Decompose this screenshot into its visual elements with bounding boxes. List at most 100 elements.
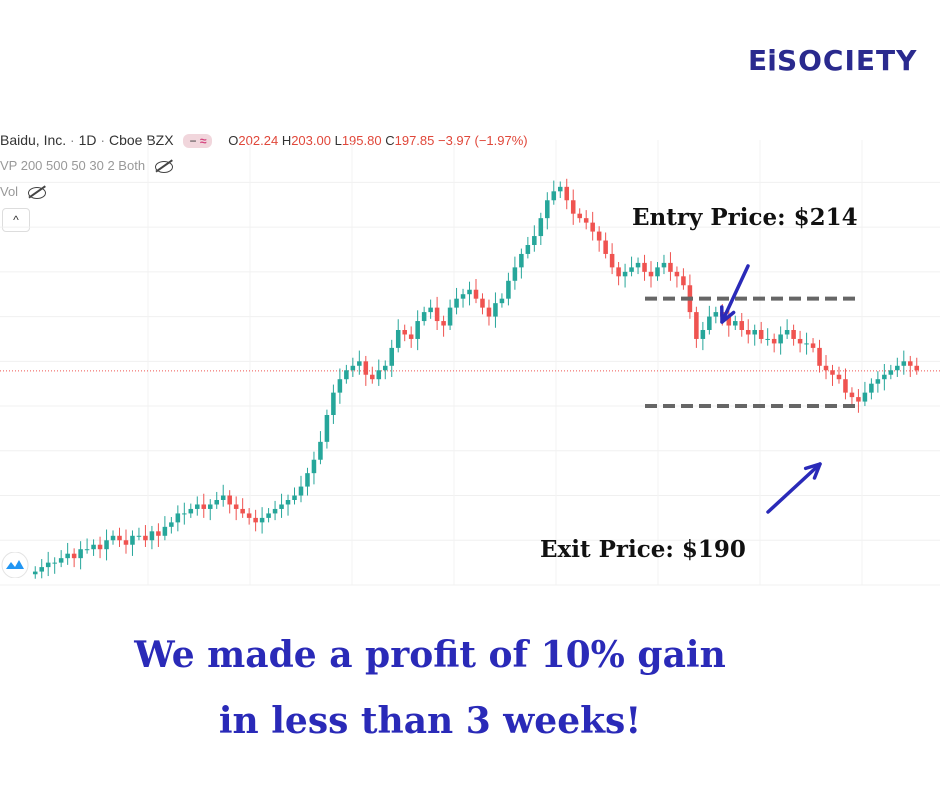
vp-indicator-row[interactable]: VP 200 500 50 30 2 Both [0, 158, 173, 173]
exit-price-annotation: Exit Price: $190 [540, 536, 746, 563]
candle-body-5 [65, 553, 70, 559]
candle-body-55 [389, 347, 395, 366]
candle-body-122 [823, 365, 829, 371]
candle-body-89 [609, 253, 615, 268]
candle-body-54 [382, 365, 388, 371]
candle-body-31 [233, 504, 239, 509]
candle-body-78 [538, 218, 544, 237]
candle-body-77 [532, 236, 537, 245]
volume-indicator-row[interactable]: Vol [0, 184, 46, 199]
candle-body-126 [849, 392, 855, 398]
candle-body-130 [875, 379, 881, 384]
candle-body-2 [45, 562, 51, 568]
candle-body-109 [739, 321, 745, 330]
candle-body-20 [162, 526, 168, 536]
candle-body-1 [39, 567, 44, 572]
candle-body-24 [188, 508, 194, 514]
candle-body-128 [862, 392, 868, 402]
candle-body-12 [110, 535, 116, 541]
interval-label[interactable]: 1D [78, 132, 97, 148]
candle-body-23 [182, 513, 187, 515]
candle-body-116 [784, 330, 790, 335]
candle-body-40 [292, 495, 297, 500]
candle-body-57 [402, 330, 407, 335]
candle-body-48 [344, 370, 349, 380]
candle-body-0 [32, 571, 38, 575]
candle-body-102 [694, 312, 699, 339]
candle-body-124 [836, 374, 842, 380]
collapse-legend-button[interactable]: ^ [2, 208, 30, 232]
candle-body-46 [331, 392, 336, 415]
exit-arrow-icon-head [803, 462, 822, 480]
candle-body-71 [493, 303, 498, 317]
candle-body-100 [681, 276, 686, 286]
candle-body-135 [908, 361, 913, 366]
candle-body-103 [700, 330, 706, 339]
candle-body-93 [635, 262, 641, 268]
candle-body-99 [674, 271, 680, 277]
candle-body-51 [363, 361, 369, 375]
candle-body-136 [914, 365, 920, 371]
candle-body-69 [480, 298, 485, 308]
candle-body-64 [447, 307, 453, 326]
candle-body-119 [804, 343, 809, 345]
candle-body-53 [376, 370, 382, 380]
candle-body-9 [91, 544, 96, 550]
headline-line-1: We made a profit of 10% gain [134, 634, 726, 676]
candle-body-118 [797, 338, 803, 344]
legend-separator-2: · [100, 132, 106, 148]
candle-body-87 [596, 231, 602, 241]
candle-body-95 [648, 271, 654, 277]
candle-body-88 [603, 240, 608, 254]
candle-body-6 [71, 553, 77, 559]
candle-body-117 [791, 330, 796, 339]
chart-style-toggle[interactable]: − ≈ [183, 134, 213, 149]
change-value: −3.97 (−1.97%) [438, 133, 528, 148]
candle-body-84 [577, 213, 582, 219]
candle-body-125 [843, 379, 848, 393]
symbol-name[interactable]: Baidu, Inc. [0, 132, 67, 148]
candle-body-37 [272, 508, 278, 514]
candle-body-45 [324, 415, 330, 442]
candle-body-44 [318, 441, 323, 460]
candle-body-22 [175, 513, 181, 523]
entry-arrow-icon-head [720, 305, 736, 324]
candle-body-79 [545, 200, 550, 219]
candle-body-34 [253, 517, 258, 523]
candle-body-25 [195, 504, 200, 509]
candle-body-38 [279, 504, 284, 509]
candle-body-86 [590, 222, 595, 232]
candle-body-110 [745, 330, 751, 335]
approx-icon: ≈ [199, 134, 207, 149]
candle-body-85 [583, 218, 589, 223]
candle-body-74 [512, 267, 518, 281]
candle-body-49 [350, 365, 356, 371]
candle-body-129 [869, 383, 874, 393]
candle-body-66 [460, 294, 466, 299]
candle-body-18 [149, 531, 155, 541]
candle-body-82 [564, 186, 570, 201]
volume-indicator-label: Vol [0, 184, 19, 199]
candle-body-42 [305, 473, 310, 487]
candle-body-50 [357, 361, 362, 366]
candle-body-13 [117, 535, 122, 541]
candle-body-4 [58, 558, 64, 563]
candle-body-120 [810, 343, 816, 348]
candle-body-92 [629, 267, 634, 272]
candle-body-27 [207, 504, 213, 509]
hidden-eye-icon[interactable] [154, 160, 173, 173]
entry-arrow-icon-shaft [720, 264, 750, 324]
candle-body-33 [246, 513, 252, 518]
candle-body-36 [266, 513, 271, 518]
candle-body-10 [97, 544, 103, 550]
candle-body-41 [298, 486, 304, 496]
tradingview-logo-icon [1, 552, 29, 578]
candle-body-30 [227, 495, 232, 505]
legend-separator: · [70, 132, 75, 148]
candle-body-28 [214, 500, 219, 505]
hidden-eye-icon-2[interactable] [27, 186, 46, 199]
candle-body-62 [434, 307, 440, 322]
candle-body-112 [758, 330, 764, 339]
candle-body-68 [473, 289, 479, 299]
candle-body-70 [486, 307, 492, 317]
